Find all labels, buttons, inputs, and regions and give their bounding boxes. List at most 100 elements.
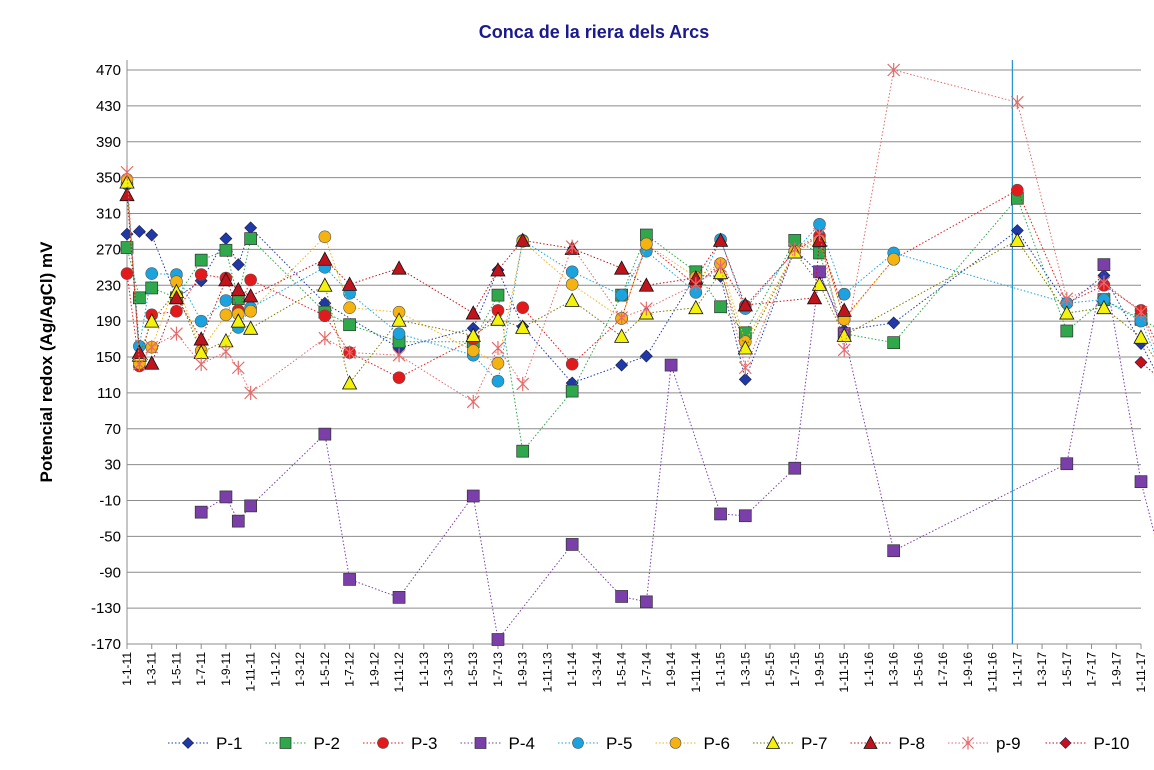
- data-point: [465, 327, 481, 342]
- data-point: [887, 316, 901, 330]
- data-point: [806, 289, 823, 305]
- legend-item-p-10: P-10: [1045, 734, 1129, 753]
- x-tick-label: 1-3-17: [1035, 652, 1049, 687]
- data-point: [640, 237, 653, 251]
- series-line: [126, 183, 1154, 383]
- x-tick-label: 1-7-16: [936, 652, 950, 687]
- data-point: [615, 590, 628, 603]
- data-point: [219, 243, 233, 257]
- x-tick-label: 1-1-11: [120, 652, 134, 686]
- data-point: [565, 357, 579, 371]
- legend-label: P-1: [216, 734, 242, 753]
- data-point: [244, 304, 257, 318]
- x-axis-ticks: 1-1-11 1-3-11 1-5-11 1-7-11 1-9-11 1-11-11 1-1…: [120, 644, 1148, 692]
- data-point: [688, 299, 704, 315]
- series-p-1: [120, 221, 1154, 390]
- data-point: [515, 319, 531, 334]
- x-tick-label: 1-3-11: [145, 652, 159, 686]
- y-tick-label: 70: [104, 421, 121, 438]
- data-point: [613, 328, 630, 343]
- data-point: [168, 289, 185, 305]
- data-point: [491, 341, 505, 356]
- series-p-4: [194, 258, 1154, 646]
- data-point: [244, 499, 258, 513]
- data-point: [132, 225, 146, 238]
- data-point: [837, 287, 851, 301]
- data-point: [887, 544, 901, 558]
- data-point: [1096, 299, 1112, 315]
- y-tick-label: 150: [96, 349, 121, 366]
- data-point: [1134, 355, 1148, 369]
- data-point: [714, 300, 727, 314]
- data-point: [887, 336, 901, 349]
- data-point: [194, 314, 208, 328]
- data-point: [737, 340, 753, 355]
- y-tick-label: -50: [99, 528, 121, 545]
- data-point: [516, 376, 530, 391]
- series-p-5: [120, 177, 1154, 388]
- x-tick-label: 1-3-16: [887, 652, 901, 687]
- legend-label: P-5: [606, 734, 632, 753]
- legend-marker: [474, 737, 487, 749]
- data-point: [219, 232, 233, 246]
- data-point: [565, 265, 579, 279]
- data-point: [887, 252, 900, 266]
- data-point: [144, 355, 160, 370]
- data-point: [837, 342, 851, 357]
- x-tick-label: 1-1-17: [1010, 652, 1024, 687]
- y-tick-label: 350: [96, 170, 121, 187]
- x-tick-label: 1-5-11: [169, 652, 183, 686]
- data-point: [1060, 457, 1074, 471]
- legend-item-p-3: P-3: [363, 734, 437, 753]
- y-tick-label: 310: [96, 206, 121, 223]
- data-point: [640, 595, 653, 609]
- data-point: [244, 273, 257, 287]
- legend-label: P-2: [314, 734, 340, 753]
- legend-label: P-4: [509, 734, 535, 753]
- data-point: [615, 358, 629, 372]
- data-point: [219, 308, 233, 322]
- data-point: [318, 230, 332, 244]
- data-point: [490, 262, 506, 277]
- data-point: [391, 260, 407, 275]
- chart-title: Conca de la riera dels Arcs: [479, 22, 709, 42]
- data-point: [194, 253, 208, 267]
- data-point: [231, 360, 245, 375]
- y-tick-label: 390: [96, 134, 121, 151]
- series-layer: [119, 63, 1154, 646]
- data-point: [391, 312, 407, 327]
- x-tick-label: 1-5-14: [615, 652, 629, 687]
- data-point: [639, 349, 653, 363]
- x-tick-label: 1-5-12: [318, 652, 332, 687]
- y-tick-label: -10: [99, 493, 121, 510]
- data-point: [615, 310, 629, 325]
- legend-marker: [1059, 737, 1072, 749]
- data-point: [714, 259, 727, 274]
- x-tick-label: 1-5-15: [763, 652, 777, 687]
- data-point: [392, 371, 406, 384]
- x-tick-label: 1-5-13: [466, 652, 480, 687]
- data-point: [120, 267, 134, 280]
- data-point: [491, 356, 505, 370]
- y-tick-label: -90: [99, 564, 121, 581]
- data-point: [836, 327, 852, 342]
- data-point: [194, 505, 208, 519]
- data-point: [887, 63, 901, 77]
- legend-marker: [669, 737, 682, 749]
- data-point: [1009, 232, 1026, 247]
- y-tick-label: -170: [91, 636, 121, 653]
- series-p-6: [120, 173, 900, 370]
- data-point: [145, 267, 159, 280]
- x-tick-label: 1-3-12: [293, 652, 307, 687]
- data-point: [218, 272, 234, 287]
- data-point: [120, 165, 134, 180]
- x-tick-label: 1-9-11: [219, 652, 233, 686]
- data-point: [219, 294, 233, 307]
- data-point: [1134, 475, 1148, 489]
- y-tick-label: 230: [96, 277, 121, 294]
- legend-label: P-8: [899, 734, 925, 753]
- data-point: [133, 291, 146, 305]
- data-point: [145, 228, 159, 242]
- legend-marker: [279, 737, 292, 749]
- legend-marker: [182, 737, 194, 749]
